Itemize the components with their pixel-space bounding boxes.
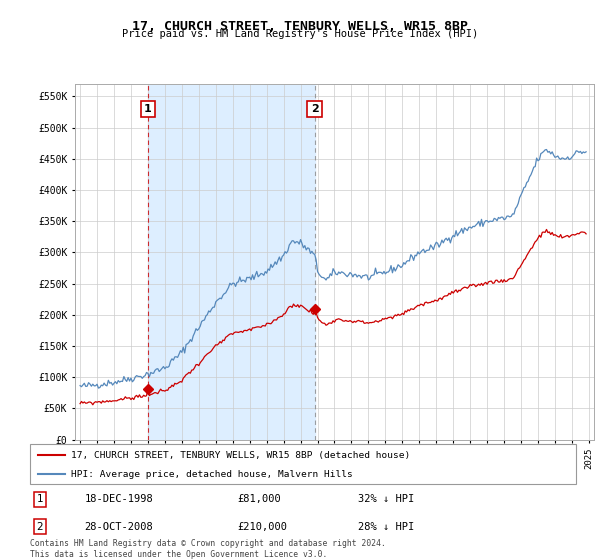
Text: Price paid vs. HM Land Registry's House Price Index (HPI): Price paid vs. HM Land Registry's House … (122, 29, 478, 39)
Text: 17, CHURCH STREET, TENBURY WELLS, WR15 8BP: 17, CHURCH STREET, TENBURY WELLS, WR15 8… (132, 20, 468, 32)
Text: 2: 2 (37, 522, 43, 532)
Text: 28-OCT-2008: 28-OCT-2008 (85, 522, 154, 532)
Text: 1: 1 (144, 104, 152, 114)
Text: 1: 1 (37, 494, 43, 504)
Text: 32% ↓ HPI: 32% ↓ HPI (358, 494, 414, 504)
FancyBboxPatch shape (30, 444, 576, 484)
Text: 18-DEC-1998: 18-DEC-1998 (85, 494, 154, 504)
Text: £210,000: £210,000 (238, 522, 287, 532)
Text: HPI: Average price, detached house, Malvern Hills: HPI: Average price, detached house, Malv… (71, 470, 353, 479)
Text: 17, CHURCH STREET, TENBURY WELLS, WR15 8BP (detached house): 17, CHURCH STREET, TENBURY WELLS, WR15 8… (71, 451, 410, 460)
Text: 28% ↓ HPI: 28% ↓ HPI (358, 522, 414, 532)
Text: 2: 2 (311, 104, 319, 114)
Text: £81,000: £81,000 (238, 494, 281, 504)
Text: Contains HM Land Registry data © Crown copyright and database right 2024.
This d: Contains HM Land Registry data © Crown c… (30, 539, 386, 559)
Bar (148, 84, 314, 440)
